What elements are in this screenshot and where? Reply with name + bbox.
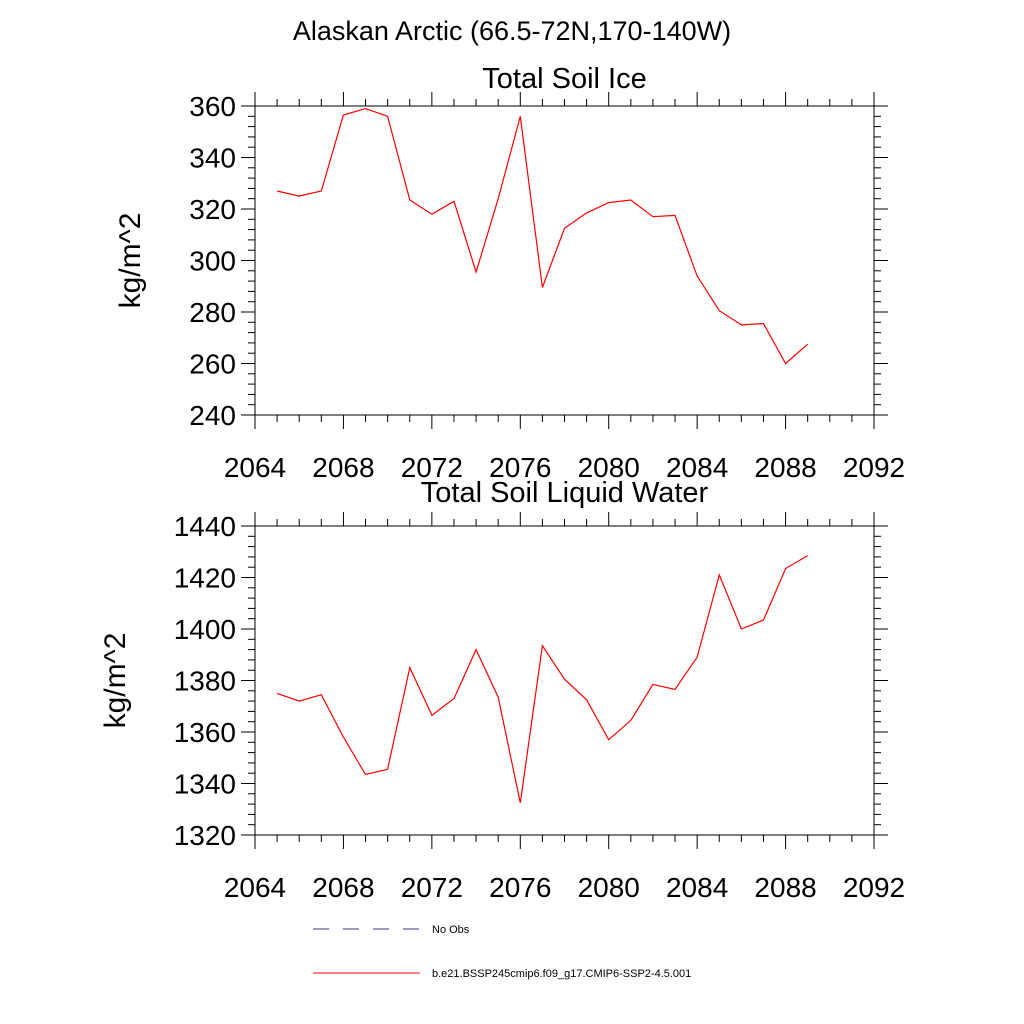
panel-2-plot-frame [254,525,875,836]
panel-2-y-tick-label: 1320 [174,820,236,851]
panel-2-x-tick-label: 2080 [578,872,640,903]
panel-1-y-tick-label: 340 [189,143,236,174]
panel-1-y-tick-label: 240 [189,400,236,431]
panel-1-x-tick-label: 2068 [312,452,374,483]
panel-2-x-tick-label: 2068 [312,872,374,903]
legend-label-1: No Obs [432,924,470,936]
panel-1-plot-frame [254,105,875,416]
panel-2-y-tick-label: 1380 [174,666,236,697]
legend-label-2: b.e21.BSSP245cmip6.f09_g17.CMIP6-SSP2-4.… [432,968,691,980]
panel-1-y-tick-label: 360 [189,91,236,122]
figure-suptitle: Alaskan Arctic (66.5-72N,170-140W) [292,16,732,46]
panel-2-x-tick-label: 2088 [754,872,816,903]
panel-1-x-tick-label: 2092 [843,452,905,483]
panel-1-x-tick-label: 2088 [754,452,816,483]
panel-1-x-tick-label: 2084 [666,452,728,483]
panel-2-y-tick-label: 1340 [174,769,236,800]
panel-1-y-tick-label: 260 [189,349,236,380]
panel-2-y-axis-label: kg/m^2 [99,633,132,729]
panel-1-y-tick-label: 300 [189,246,236,277]
panel-2-y-tick-label: 1440 [174,511,236,542]
panel-1-title: Total Soil Ice [482,63,646,95]
panel-1-y-tick-label: 320 [189,194,236,225]
panel-1-series-line-1 [276,107,809,365]
panel-2-x-tick-label: 2072 [401,872,463,903]
panel-2-series-line-1 [276,555,809,803]
panel-2-y-tick-label: 1420 [174,563,236,594]
panel-2-title: Total Soil Liquid Water [421,477,709,509]
panel-2-y-tick-label: 1400 [174,614,236,645]
panel-1-x-tick-label: 2076 [489,452,551,483]
panel-1-x-tick-label: 2064 [224,452,286,483]
panel-2-y-tick-label: 1360 [174,717,236,748]
panel-1-x-tick-label: 2072 [401,452,463,483]
panel-2-x-tick-label: 2092 [843,872,905,903]
panel-1-x-tick-label: 2080 [578,452,640,483]
panel-2-x-tick-label: 2076 [489,872,551,903]
panel-2-x-tick-label: 2064 [224,872,286,903]
panel-1-y-axis-label: kg/m^2 [114,213,147,309]
panel-2-x-tick-label: 2084 [666,872,728,903]
panel-1-y-tick-label: 280 [189,297,236,328]
